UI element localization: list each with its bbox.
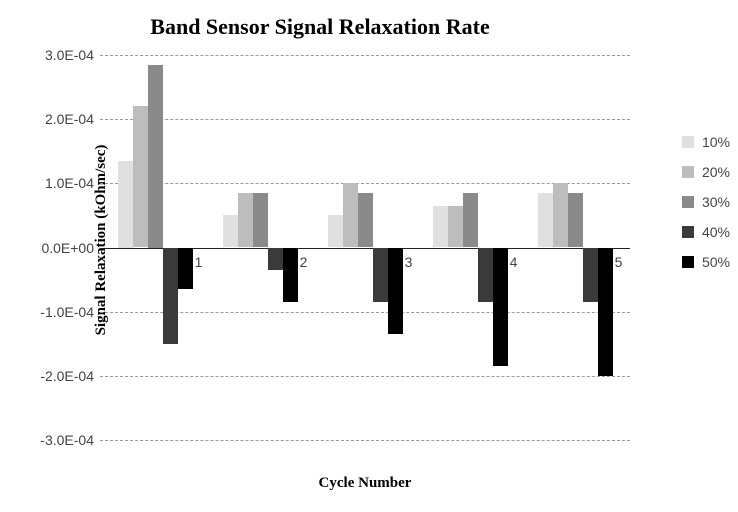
legend-label: 10% — [702, 134, 730, 150]
legend-swatch — [682, 226, 694, 238]
bar — [433, 206, 448, 248]
legend-item: 50% — [682, 254, 730, 270]
legend: 10% 20% 30% 40% 50% — [682, 120, 730, 284]
bar — [583, 248, 598, 303]
gridline — [100, 55, 630, 56]
x-tick-label: 1 — [195, 254, 203, 270]
y-tick-label: 2.0E-04 — [45, 111, 100, 127]
x-axis-label: Cycle Number — [95, 475, 635, 492]
bar — [148, 65, 163, 248]
bar — [328, 215, 343, 247]
y-tick-label: -3.0E-04 — [40, 432, 100, 448]
bar — [283, 248, 298, 303]
bar — [358, 193, 373, 248]
gridline — [100, 119, 630, 120]
bar — [178, 248, 193, 290]
y-tick-label: -1.0E-04 — [40, 304, 100, 320]
legend-swatch — [682, 166, 694, 178]
legend-swatch — [682, 196, 694, 208]
y-tick-label: -2.0E-04 — [40, 368, 100, 384]
gridline — [100, 312, 630, 313]
bar — [463, 193, 478, 248]
y-tick-label: 0.0E+00 — [41, 240, 100, 256]
gridline — [100, 183, 630, 184]
y-tick-label: 1.0E-04 — [45, 175, 100, 191]
bar — [268, 248, 283, 270]
legend-swatch — [682, 256, 694, 268]
gridline — [100, 440, 630, 441]
bar — [373, 248, 388, 303]
chart-title: Band Sensor Signal Relaxation Rate — [0, 14, 640, 40]
legend-swatch — [682, 136, 694, 148]
chart-container: Band Sensor Signal Relaxation Rate Signa… — [0, 0, 738, 512]
legend-label: 30% — [702, 194, 730, 210]
x-tick-label: 2 — [300, 254, 308, 270]
legend-item: 10% — [682, 134, 730, 150]
bar — [238, 193, 253, 248]
bar — [553, 183, 568, 247]
bar — [388, 248, 403, 335]
bar — [493, 248, 508, 367]
bar — [538, 193, 553, 248]
x-tick-label: 4 — [510, 254, 518, 270]
legend-item: 20% — [682, 164, 730, 180]
bar — [568, 193, 583, 248]
x-tick-label: 3 — [405, 254, 413, 270]
x-tick-label: 5 — [615, 254, 623, 270]
gridline — [100, 376, 630, 377]
plot-area: 3.0E-042.0E-041.0E-040.0E+00-1.0E-04-2.0… — [100, 55, 630, 440]
bar — [133, 106, 148, 247]
y-tick-label: 3.0E-04 — [45, 47, 100, 63]
bar — [253, 193, 268, 248]
legend-item: 40% — [682, 224, 730, 240]
bar — [478, 248, 493, 303]
legend-label: 50% — [702, 254, 730, 270]
bar — [118, 161, 133, 248]
bar — [343, 183, 358, 247]
legend-label: 40% — [702, 224, 730, 240]
bar — [448, 206, 463, 248]
legend-label: 20% — [702, 164, 730, 180]
bar — [223, 215, 238, 247]
bar — [163, 248, 178, 344]
bar — [598, 248, 613, 376]
legend-item: 30% — [682, 194, 730, 210]
